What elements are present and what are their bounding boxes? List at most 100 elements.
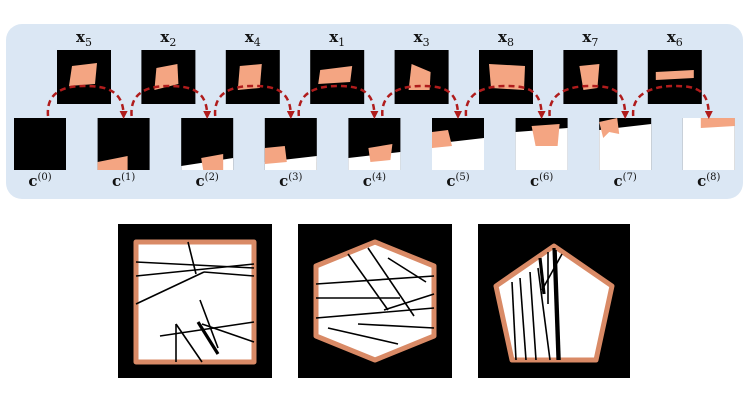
fracture-line xyxy=(383,293,435,311)
fracture-line xyxy=(187,241,197,275)
square-puzzle xyxy=(118,224,272,378)
canvas-label-symbol: c xyxy=(362,172,372,190)
piece-label-symbol: x xyxy=(498,28,507,46)
piece-tile xyxy=(141,50,196,104)
canvas-label-symbol: c xyxy=(28,172,38,190)
piece-label-symbol: x xyxy=(244,28,254,46)
transition-arrow xyxy=(130,84,212,119)
fracture-line xyxy=(175,323,203,363)
canvas-tile xyxy=(97,118,150,170)
canvas-label-step: (1) xyxy=(121,172,136,183)
piece-label-symbol: x xyxy=(666,28,676,46)
fracture-line xyxy=(367,247,415,317)
piece-label: x5 xyxy=(76,28,92,49)
fracture-line xyxy=(199,299,219,349)
piece-tile xyxy=(394,50,449,104)
canvas-revealed-area xyxy=(682,118,735,170)
piece-label-symbol: x xyxy=(329,28,339,46)
fracture-line xyxy=(541,253,563,291)
piece-fragment xyxy=(579,64,600,90)
fracture-line xyxy=(529,271,537,361)
canvas-tile xyxy=(181,118,234,170)
canvas-label-step: (3) xyxy=(288,172,303,183)
piece-label: x7 xyxy=(582,28,598,49)
piece-fragment xyxy=(237,64,262,90)
canvas-label: c(3) xyxy=(279,172,302,190)
canvas-fragment xyxy=(531,124,560,146)
canvas-label: c(4) xyxy=(363,172,386,190)
canvas-label-step: (6) xyxy=(539,172,554,183)
fracture-line-thick xyxy=(538,257,546,295)
canvas-label: c(8) xyxy=(697,172,720,190)
sequence-diagram xyxy=(14,50,735,170)
fracture-line-thick xyxy=(552,247,560,361)
canvas-fragment xyxy=(201,154,224,170)
canvas-label: c(6) xyxy=(530,172,553,190)
canvas-label-symbol: c xyxy=(195,172,205,190)
piece-label-symbol: x xyxy=(160,28,170,46)
fracture-line xyxy=(315,307,435,319)
transition-arrow xyxy=(297,84,379,119)
piece-label-index: 7 xyxy=(591,36,599,49)
piece-label-index: 4 xyxy=(253,36,261,49)
canvas-background xyxy=(14,118,66,170)
piece-label: x4 xyxy=(245,28,261,49)
piece-fragment xyxy=(655,70,694,80)
canvas-tile xyxy=(348,118,401,170)
fracture-line xyxy=(357,323,435,329)
piece-tile xyxy=(647,50,702,104)
piece-label-symbol: x xyxy=(413,28,423,46)
canvas-fragment xyxy=(700,118,735,128)
piece-label-index: 3 xyxy=(422,36,430,49)
piece-label-index: 2 xyxy=(169,36,177,49)
transition-arrow xyxy=(464,84,546,119)
canvas-tile xyxy=(682,118,735,170)
piece-fragment xyxy=(408,64,431,90)
transition-arrow xyxy=(381,84,462,119)
piece-tile xyxy=(310,50,365,104)
piece-label: x2 xyxy=(160,28,176,49)
fracture-line xyxy=(519,277,527,361)
piece-label: x6 xyxy=(667,28,683,49)
canvas-label: c(7) xyxy=(614,172,637,190)
fracture-line xyxy=(555,249,561,361)
canvas-label-step: (8) xyxy=(706,172,721,183)
transition-arrow xyxy=(548,84,630,119)
piece-label-index: 8 xyxy=(506,36,514,49)
fracture-line-thick xyxy=(196,321,220,355)
canvas-label-symbol: c xyxy=(529,172,540,190)
canvas-label: c(0) xyxy=(28,172,51,190)
piece-label: x3 xyxy=(414,28,430,49)
piece-label: x8 xyxy=(498,28,514,49)
canvas-label-symbol: c xyxy=(279,172,289,190)
puzzle-outline xyxy=(313,239,437,363)
piece-label-symbol: x xyxy=(76,28,85,46)
transition-arrow xyxy=(631,84,713,119)
piece-fragment xyxy=(154,64,179,90)
piece-tile xyxy=(57,50,111,104)
canvas-tile xyxy=(515,118,568,170)
fracture-line xyxy=(135,261,255,269)
canvas-tile xyxy=(14,118,66,170)
piece-tile xyxy=(225,50,280,104)
piece-fragment xyxy=(318,66,353,84)
canvas-label-step: (7) xyxy=(622,172,637,183)
canvas-tile xyxy=(432,118,484,170)
canvas-label-symbol: c xyxy=(446,172,456,190)
canvas-label-step: (2) xyxy=(204,172,219,183)
puzzle-outline xyxy=(493,243,615,363)
fracture-line xyxy=(327,327,399,345)
canvas-fragment xyxy=(97,156,128,170)
fracture-line xyxy=(387,257,427,283)
canvas-revealed-area xyxy=(599,124,652,170)
piece-tile xyxy=(563,50,618,104)
canvas-label-step: (5) xyxy=(455,172,470,183)
canvas-label-symbol: c xyxy=(697,172,707,190)
canvas-tile xyxy=(599,118,652,170)
canvas-label-symbol: c xyxy=(613,172,623,190)
piece-fragment xyxy=(69,63,97,86)
fracture-line xyxy=(537,267,551,361)
piece-label-index: 1 xyxy=(338,36,346,49)
piece-label-symbol: x xyxy=(582,28,592,46)
